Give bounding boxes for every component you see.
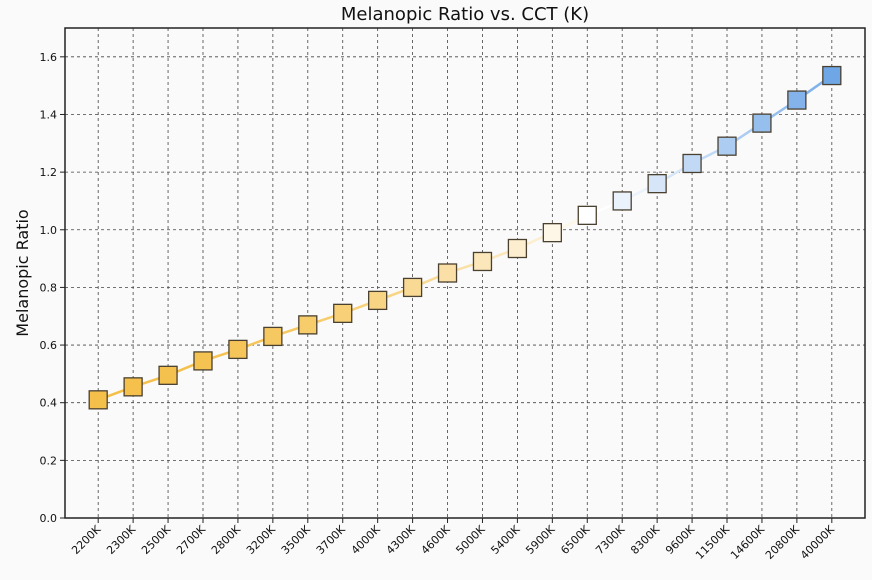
x-tick-label: 14600K (728, 522, 768, 562)
data-point (682, 153, 702, 174)
x-tick-label: 4600K (419, 522, 454, 557)
data-point (647, 173, 667, 194)
x-tick-label: 3200K (244, 522, 279, 557)
data-point (158, 365, 178, 385)
x-tick-label: 6500K (558, 522, 593, 557)
x-tick-label: 5900K (523, 522, 558, 557)
y-tick-label: 1.6 (40, 51, 58, 64)
x-tick-label: 8300K (628, 522, 663, 557)
data-point (368, 290, 388, 311)
data-point (123, 377, 143, 397)
x-tick-label: 2200K (69, 522, 104, 557)
y-tick-label: 1.4 (40, 108, 58, 121)
data-point (333, 303, 353, 324)
y-ticks: 0.0 0.2 0.4 0.6 0.8 1.0 1.2 1.4 1.6 (40, 51, 65, 525)
data-point (787, 90, 807, 110)
x-tick-label: 5000K (453, 522, 488, 557)
x-tick-label: 9600K (663, 522, 698, 557)
data-point (193, 351, 213, 371)
series-line (97, 74, 833, 401)
x-tick-label: 40000K (798, 522, 838, 562)
x-tick-label: 3500K (279, 522, 314, 557)
data-point (507, 238, 528, 259)
x-tick-label: 2500K (139, 522, 174, 557)
data-point (717, 136, 737, 156)
grid (65, 28, 865, 519)
x-tick-label: 4000K (349, 522, 384, 557)
data-point (822, 65, 842, 86)
x-tick-label: 7300K (593, 522, 628, 557)
data-point (298, 315, 318, 335)
x-tick-label: 5400K (488, 522, 523, 557)
y-tick-label: 0.2 (40, 454, 58, 467)
x-tick-label: 20800K (763, 522, 803, 562)
y-tick-label: 0.4 (40, 397, 58, 410)
x-ticks: 2200K 2300K 2500K 2700K 2800K 3200K 3500K 3700K… (69, 518, 837, 562)
y-axis-label: Melanopic Ratio (13, 209, 32, 336)
x-tick-label: 11500K (693, 522, 733, 562)
x-tick-label: 3700K (314, 522, 349, 557)
x-tick-label: 2300K (104, 522, 139, 557)
y-tick-label: 1.0 (40, 224, 58, 237)
data-point (437, 263, 458, 283)
data-point (542, 222, 562, 243)
data-point (612, 191, 632, 211)
x-tick-label: 2800K (209, 522, 244, 557)
series-markers (88, 65, 842, 410)
plot-frame (64, 27, 866, 519)
data-point (752, 113, 772, 133)
y-tick-label: 0.0 (40, 512, 58, 525)
data-point (472, 251, 493, 272)
y-tick-label: 1.2 (40, 166, 58, 179)
data-point (263, 326, 283, 347)
x-tick-label: 2700K (174, 522, 209, 557)
data-point (402, 277, 423, 298)
data-point (577, 205, 597, 226)
chart-title: Melanopic Ratio vs. CCT (K) (341, 4, 589, 25)
data-point (228, 339, 248, 360)
y-tick-label: 0.6 (40, 339, 58, 352)
y-tick-label: 0.8 (40, 281, 58, 294)
x-tick-label: 4300K (384, 522, 419, 557)
data-point (88, 390, 108, 410)
